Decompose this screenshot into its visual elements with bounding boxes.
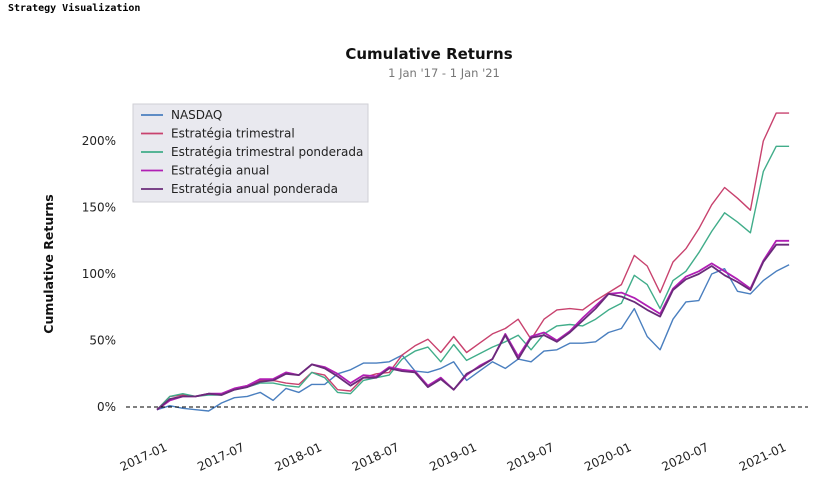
chart-title: Cumulative Returns (345, 45, 513, 63)
app-title: Strategy Visualization (8, 3, 141, 14)
y-tick-label: 200% (82, 134, 116, 148)
x-tick-label: 2017-07 (195, 440, 246, 474)
legend-label: Estratégia trimestral (171, 127, 295, 141)
legend-label: NASDAQ (171, 108, 222, 122)
x-tick-label: 2020-01 (582, 440, 633, 474)
chart-subtitle: 1 Jan '17 - 1 Jan '21 (388, 66, 500, 80)
x-tick-label: 2021-01 (737, 440, 788, 474)
y-tick-label: 50% (89, 334, 116, 348)
legend-label: Estratégia trimestral ponderada (171, 145, 363, 159)
y-tick-label: 100% (82, 267, 116, 281)
y-tick-label: 0% (97, 400, 116, 414)
y-axis-label: Cumulative Returns (41, 194, 56, 333)
x-tick-label: 2019-01 (427, 440, 478, 474)
x-tick-label: 2018-07 (350, 440, 401, 474)
y-ticks: 0% 50% 100% 150% 200% (82, 134, 116, 414)
series-line-3 (156, 145, 790, 411)
x-tick-label: 2018-01 (273, 440, 324, 474)
x-tick-label: 2019-07 (505, 440, 556, 474)
legend-box (132, 103, 369, 203)
series-line-5 (156, 243, 790, 411)
legend: NASDAQ Estratégia trimestral Estratégia tr… (132, 103, 369, 203)
legend-label: Estratégia anual ponderada (171, 182, 338, 196)
series-lines (156, 112, 790, 412)
y-tick-label: 150% (82, 201, 116, 215)
legend-label: Estratégia anual (171, 164, 269, 178)
x-ticks: 2017-01 2017-07 2018-01 2018-07 2019-01 2019-… (118, 440, 789, 474)
x-tick-label: 2020-07 (660, 440, 711, 474)
series-line-1 (156, 264, 790, 412)
series-line-2 (156, 112, 790, 411)
x-tick-label: 2017-01 (118, 440, 169, 474)
